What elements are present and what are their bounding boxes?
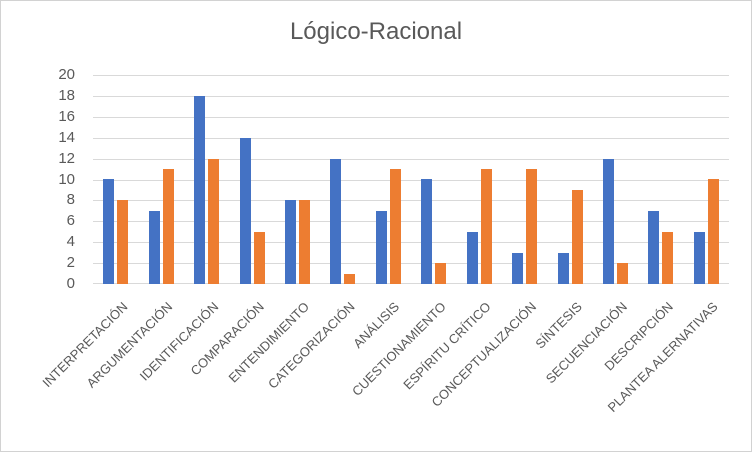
y-axis-tick-label: 0: [66, 275, 75, 292]
x-axis-label-text: ARGUMENTACIÓN: [83, 299, 176, 391]
x-axis-label-text: IDENTIFICACIÓN: [136, 299, 222, 384]
x-axis-label-text: CATEGORIZACIÓN: [264, 299, 358, 392]
bar-series1: [603, 159, 614, 284]
x-axis-label-text: SECUENCIACIÓN: [542, 299, 630, 387]
y-axis-tick-label: 8: [66, 191, 75, 208]
bar-series1: [376, 211, 387, 284]
y-axis-tick-label: 4: [66, 233, 75, 250]
gridline: [93, 180, 729, 181]
gridline: [93, 283, 729, 284]
y-axis-tick-label: 20: [58, 66, 75, 83]
gridline: [93, 221, 729, 222]
bar-series1: [512, 253, 523, 284]
x-axis-label-text: ENTENDIMIENTO: [225, 299, 312, 386]
y-axis-tick-label: 16: [58, 108, 75, 125]
y-axis-tick-label: 2: [66, 254, 75, 271]
bar-series1: [467, 232, 478, 284]
bar-series2: [117, 200, 128, 284]
y-axis-tick-label: 12: [58, 150, 75, 167]
gridline: [93, 263, 729, 264]
bar-series2: [526, 169, 537, 284]
bar-series1: [149, 211, 160, 284]
chart-title: Lógico-Racional: [289, 18, 463, 45]
bar-series2: [708, 179, 719, 284]
x-axis-label-text: INTERPRETACIÓN: [39, 299, 131, 391]
bar-series1: [421, 179, 432, 284]
bar-series1: [558, 253, 569, 284]
y-axis-tick-label: 10: [58, 171, 75, 188]
y-axis-tick-label: 14: [58, 129, 75, 146]
bar-series2: [344, 274, 355, 284]
gridline: [93, 75, 729, 76]
plot-area: [93, 75, 729, 284]
bar-series1: [330, 159, 341, 284]
y-axis: 0 2 4 6 8 10 12 14 16 18 20: [1, 66, 75, 292]
bar-series2: [163, 169, 174, 284]
bar-series1: [285, 200, 296, 284]
gridline: [93, 242, 729, 243]
gridline: [93, 96, 729, 97]
gridline: [93, 138, 729, 139]
x-axis-label-text: ESPÍRITU CRÍTICO: [400, 299, 494, 393]
gridline: [93, 200, 729, 201]
bar-series2: [617, 263, 628, 284]
bar-series2: [481, 169, 492, 284]
bar-series1: [240, 138, 251, 284]
gridline: [93, 117, 729, 118]
bar-series2: [299, 200, 310, 284]
gridline: [93, 159, 729, 160]
bar-series2: [390, 169, 401, 284]
bar-series1: [694, 232, 705, 284]
bar-series1: [648, 211, 659, 284]
bar-series2: [662, 232, 673, 284]
bar-series2: [435, 263, 446, 284]
bar-series1: [103, 179, 114, 284]
bar-series2: [208, 159, 219, 284]
bar-series1: [194, 96, 205, 284]
y-axis-tick-label: 6: [66, 212, 75, 229]
bar-series2: [254, 232, 265, 284]
bar-series2: [572, 190, 583, 284]
y-axis-tick-label: 18: [58, 87, 75, 104]
